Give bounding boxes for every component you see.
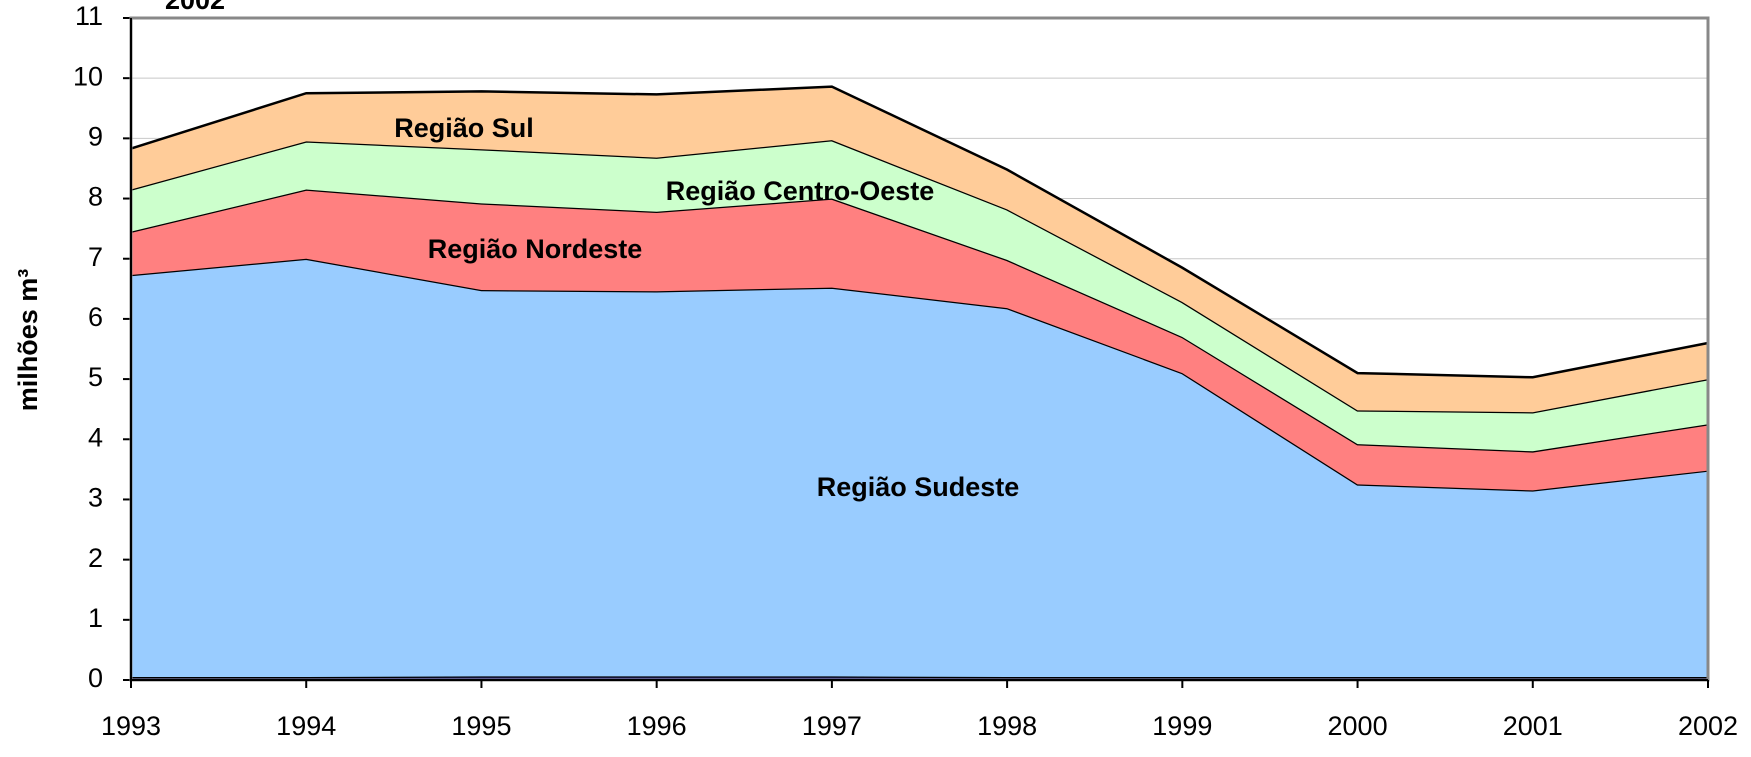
- y-tick-label: 5: [88, 362, 103, 392]
- x-tick-label: 2000: [1328, 711, 1388, 741]
- x-tick-label: 2001: [1503, 711, 1563, 741]
- series-label: Região Nordeste: [428, 234, 643, 264]
- x-tick-label: 1998: [977, 711, 1037, 741]
- x-tick-label: 1993: [101, 711, 161, 741]
- series-label: Região Centro-Oeste: [666, 176, 935, 206]
- y-tick-label: 3: [88, 483, 103, 513]
- x-tick-label: 1996: [627, 711, 687, 741]
- y-tick-label: 1: [88, 603, 103, 633]
- area-outline: [130, 85, 1709, 379]
- series-label: Região Sudeste: [817, 472, 1020, 502]
- y-tick-label: 6: [88, 302, 103, 332]
- y-tick-label: 0: [88, 663, 103, 693]
- y-tick-label: 10: [73, 61, 103, 91]
- area: [131, 140, 1708, 452]
- y-axis-label: milhões m³: [13, 269, 43, 412]
- x-tick-label: 1995: [451, 711, 511, 741]
- x-tick-label: 1997: [802, 711, 862, 741]
- y-tick-label: 11: [75, 1, 103, 31]
- y-tick-label: 8: [88, 182, 103, 212]
- series-label: Região Sul: [394, 113, 534, 143]
- area: [131, 189, 1708, 491]
- area: [131, 258, 1708, 677]
- area: [131, 86, 1708, 413]
- x-tick-label: 1999: [1152, 711, 1212, 741]
- y-tick-label: 9: [88, 121, 103, 151]
- x-tick-label: 1994: [276, 711, 336, 741]
- chart-title: 2002: [165, 0, 225, 15]
- y-tick-label: 4: [88, 422, 103, 452]
- y-tick-label: 2: [88, 543, 103, 573]
- x-tick-label: 2002: [1678, 711, 1738, 741]
- y-tick-label: 7: [88, 242, 103, 272]
